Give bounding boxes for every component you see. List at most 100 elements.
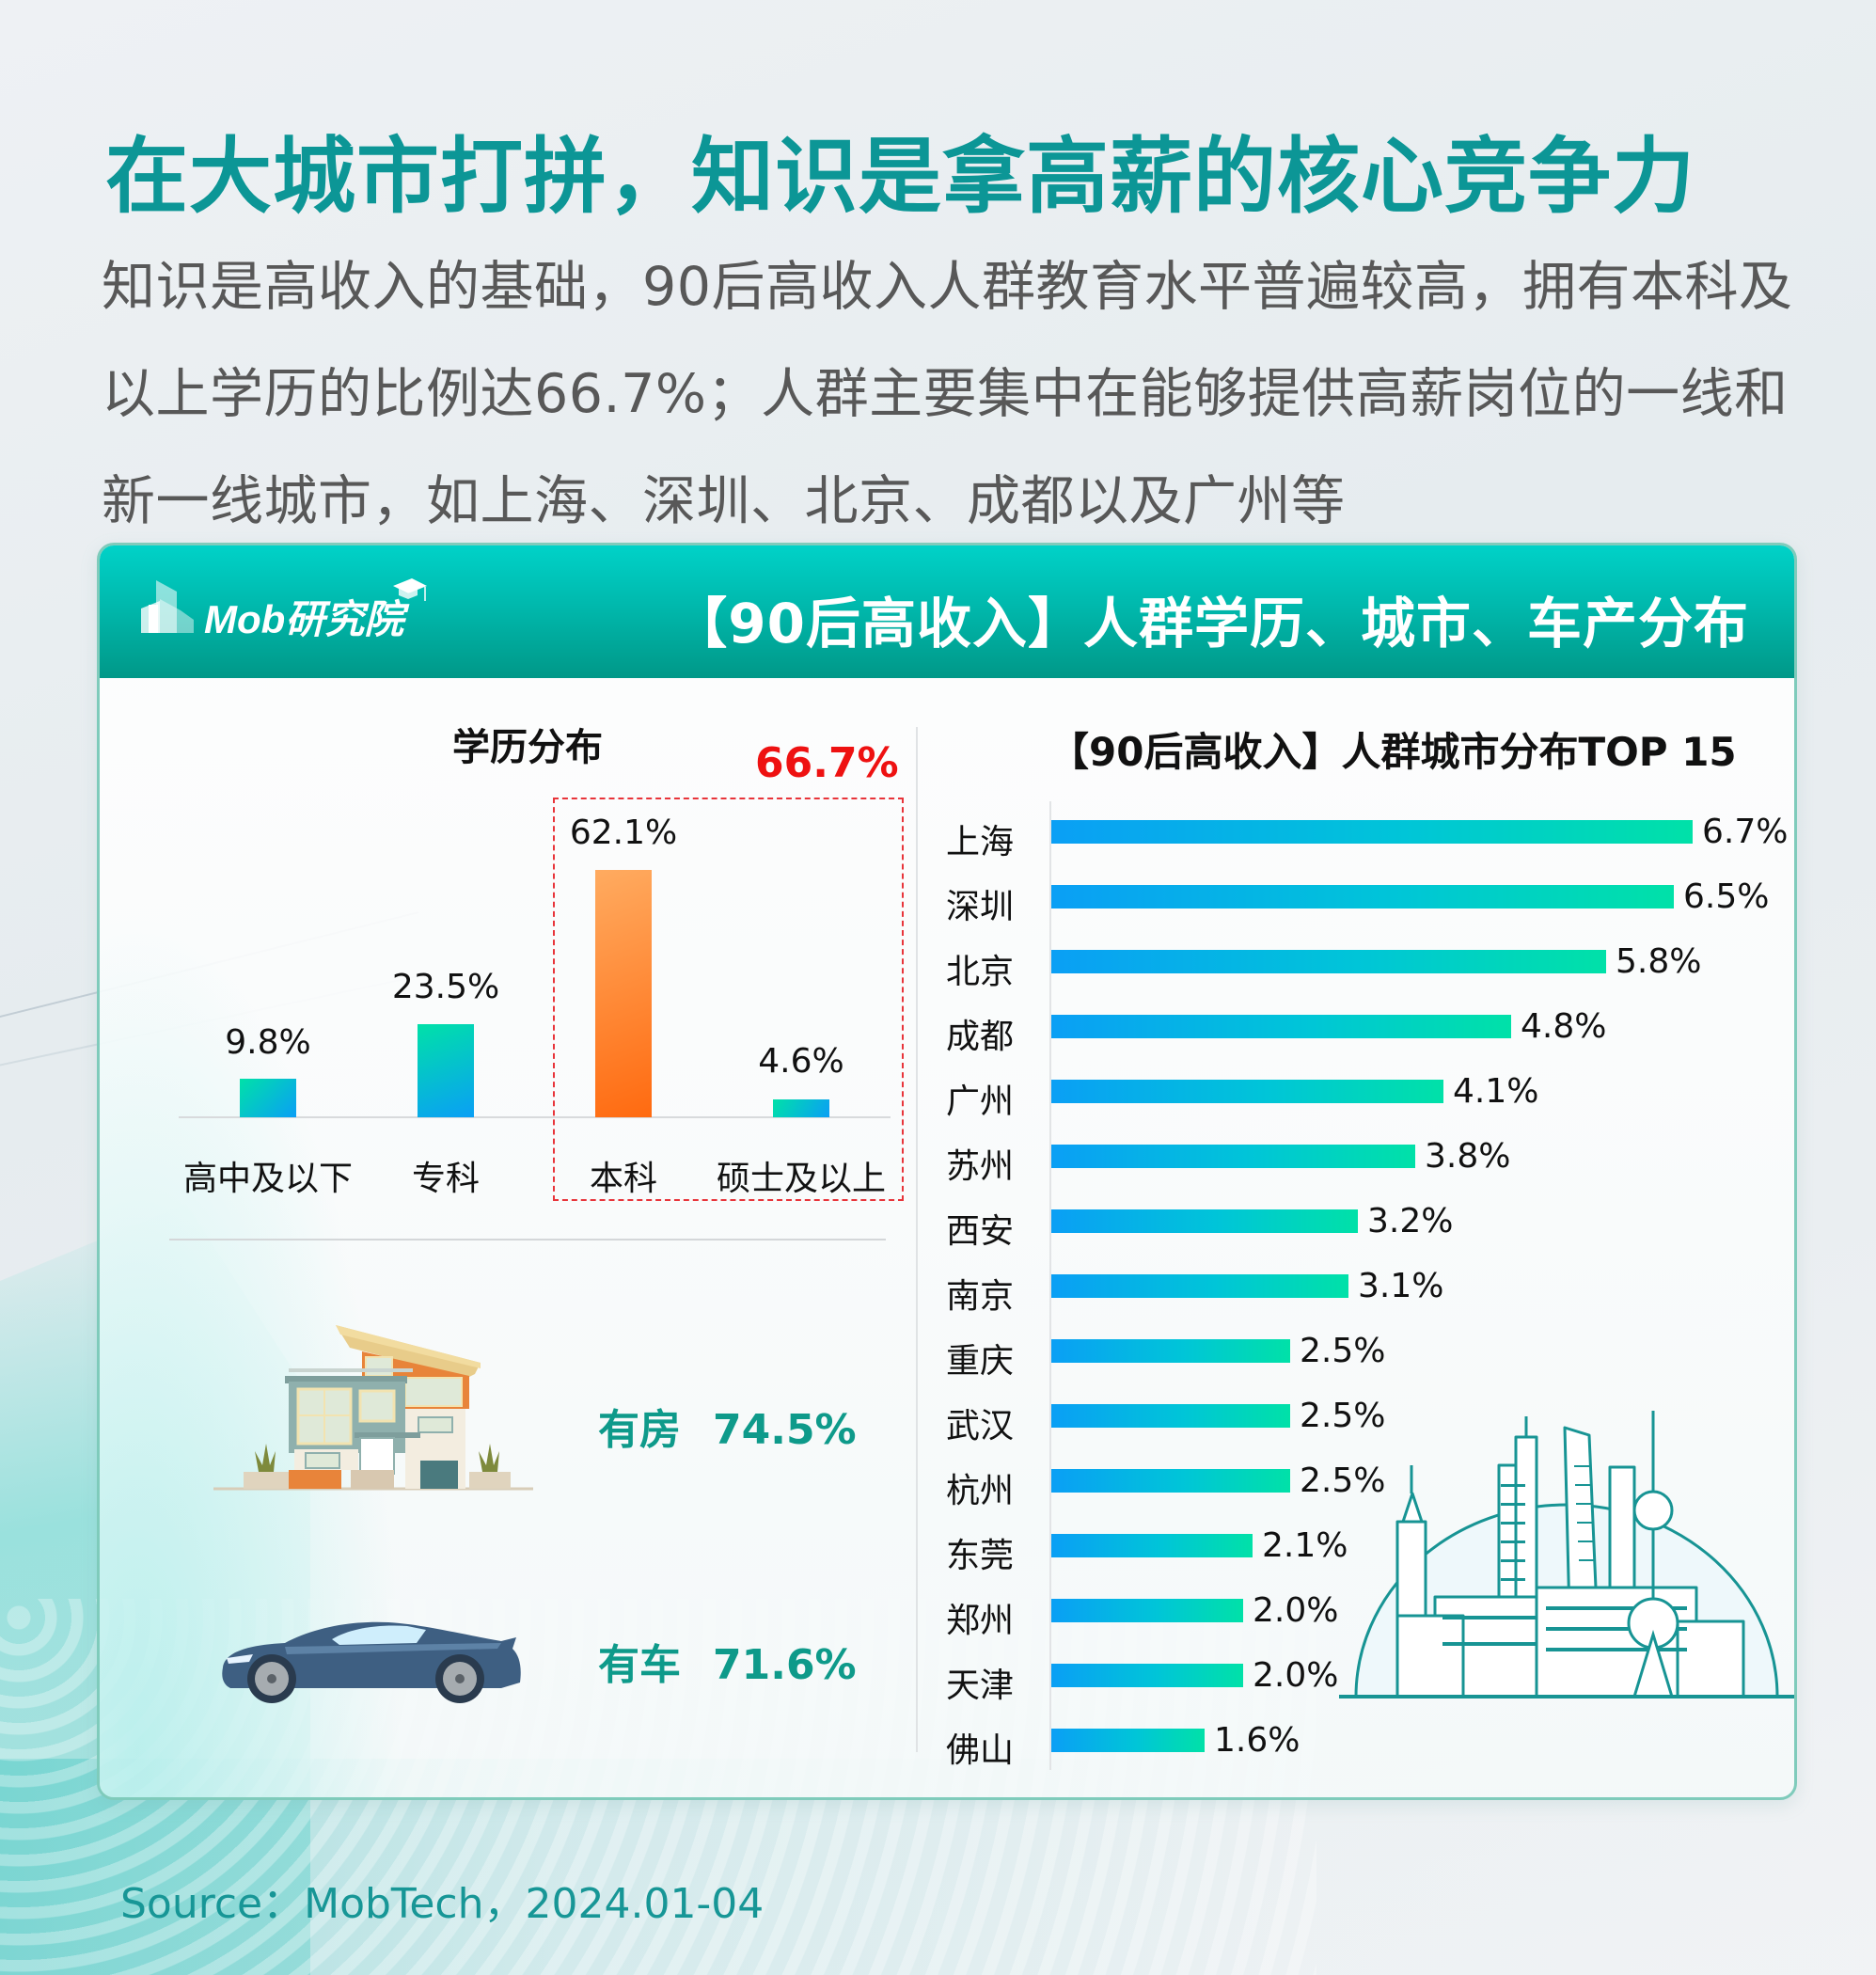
city-row: 郑州 2.0% <box>946 1591 1792 1640</box>
bar-label: 高中及以下 <box>182 1160 353 1198</box>
city-bar <box>1051 885 1674 908</box>
city-row: 深圳 6.5% <box>946 877 1792 926</box>
education-chart-baseline <box>179 1116 891 1118</box>
city-label: 成都 <box>946 1018 1015 1056</box>
highlight-dashed-box <box>553 798 904 1201</box>
car-value: 71.6% <box>713 1641 857 1689</box>
city-label: 重庆 <box>946 1342 1015 1381</box>
city-bar <box>1051 1729 1205 1752</box>
bar-high-school <box>240 1079 296 1117</box>
section-divider <box>169 1239 886 1240</box>
car-ownership: 有车 71.6% <box>598 1631 857 1691</box>
city-row: 苏州 3.8% <box>946 1137 1792 1186</box>
city-row: 成都 4.8% <box>946 1007 1792 1056</box>
city-skyline-illustration-icon <box>1339 1411 1794 1698</box>
city-value: 3.8% <box>1425 1137 1511 1176</box>
city-label: 南京 <box>946 1277 1015 1316</box>
city-chart-title: 【90后高收入】人群城市分布TOP 15 <box>1049 729 1737 775</box>
city-label: 广州 <box>946 1082 1015 1121</box>
city-value: 2.5% <box>1300 1397 1386 1435</box>
city-row: 杭州 2.5% <box>946 1462 1792 1510</box>
card-background-tint <box>100 678 476 1797</box>
city-bar <box>1051 1339 1290 1363</box>
bar-bachelor <box>595 870 652 1117</box>
city-value: 2.0% <box>1253 1591 1339 1630</box>
city-bar <box>1051 950 1606 973</box>
city-label: 西安 <box>946 1212 1015 1251</box>
city-label: 佛山 <box>946 1731 1015 1770</box>
city-value: 3.2% <box>1367 1202 1454 1240</box>
education-highlight-value: 66.7% <box>755 739 899 787</box>
bar-container <box>595 545 652 1117</box>
city-row: 北京 5.8% <box>946 942 1792 991</box>
city-value: 4.8% <box>1521 1007 1607 1046</box>
city-row: 广州 4.1% <box>946 1072 1792 1121</box>
city-label: 北京 <box>946 953 1015 991</box>
city-row: 佛山 1.6% <box>946 1721 1792 1770</box>
city-bar <box>1051 1404 1290 1428</box>
city-bar <box>1051 1145 1415 1168</box>
source-footnote: Source：MobTech，2024.01-04 <box>120 1880 765 1928</box>
city-row: 重庆 2.5% <box>946 1332 1792 1381</box>
house-illustration-icon <box>213 1325 533 1491</box>
bar-value: 9.8% <box>225 1023 311 1062</box>
bar-value: 23.5% <box>391 968 500 1006</box>
infographic-card: Mob研究院 【90后高收入】人群学历、城市、车产分布 学历分布 66.7% 9… <box>97 543 1797 1800</box>
city-label: 郑州 <box>946 1602 1015 1640</box>
city-value: 1.6% <box>1214 1721 1301 1760</box>
city-row: 西安 3.2% <box>946 1202 1792 1251</box>
city-bar <box>1051 1015 1511 1038</box>
column-divider <box>916 727 918 1752</box>
bar-value: 4.6% <box>758 1042 844 1081</box>
city-value: 2.0% <box>1253 1656 1339 1695</box>
page-title: 在大城市打拼，知识是拿高薪的核心竞争力 <box>105 128 1696 225</box>
graduation-cap-icon <box>393 578 427 601</box>
bar-label: 专科 <box>411 1160 480 1198</box>
city-value: 3.1% <box>1358 1267 1444 1305</box>
city-row: 上海 6.7% <box>946 813 1792 861</box>
car-illustration-icon <box>222 1621 521 1703</box>
house-value: 74.5% <box>713 1406 857 1454</box>
bar-label: 硕士及以上 <box>716 1160 886 1198</box>
city-value: 4.1% <box>1453 1072 1539 1111</box>
city-bar <box>1051 1080 1443 1103</box>
city-label: 武汉 <box>946 1407 1015 1446</box>
bar-master-and-above <box>773 1099 829 1117</box>
city-row: 东莞 2.1% <box>946 1526 1792 1575</box>
city-value: 2.5% <box>1300 1332 1386 1370</box>
city-bar <box>1051 820 1693 844</box>
building-logo-icon <box>141 580 194 633</box>
city-label: 杭州 <box>946 1472 1015 1510</box>
city-label: 上海 <box>946 823 1015 861</box>
bar-junior-college <box>418 1024 474 1117</box>
city-value: 6.5% <box>1683 877 1770 916</box>
car-label: 有车 <box>598 1641 681 1689</box>
bar-value: 62.1% <box>569 814 678 852</box>
city-value: 6.7% <box>1702 813 1789 851</box>
bar-label: 本科 <box>589 1160 657 1198</box>
city-bar <box>1051 1274 1348 1298</box>
mob-logo: Mob研究院 <box>139 577 459 642</box>
bar-container <box>773 545 829 1117</box>
city-value: 5.8% <box>1616 942 1702 981</box>
card-header: Mob研究院 【90后高收入】人群学历、城市、车产分布 <box>100 545 1794 678</box>
city-label: 深圳 <box>946 888 1015 926</box>
city-bar <box>1051 1534 1253 1557</box>
house-ownership: 有房 74.5% <box>598 1396 857 1456</box>
education-chart-title: 学历分布 <box>452 726 603 769</box>
intro-paragraph: 知识是高收入的基础，90后高收入人群教育水平普遍较高，拥有本科及以上学历的比例达… <box>102 256 1793 532</box>
city-row: 南京 3.1% <box>946 1267 1792 1316</box>
city-bar <box>1051 1599 1243 1622</box>
bar-container <box>240 545 296 1117</box>
city-row: 武汉 2.5% <box>946 1397 1792 1446</box>
city-value: 2.5% <box>1300 1462 1386 1500</box>
city-bar <box>1051 1209 1358 1233</box>
city-bar <box>1051 1469 1290 1493</box>
city-label: 苏州 <box>946 1147 1015 1186</box>
logo-text: Mob研究院 <box>204 597 404 641</box>
city-row: 天津 2.0% <box>946 1656 1792 1705</box>
card-header-title: 【90后高收入】人群学历、城市、车产分布 <box>672 592 1749 656</box>
city-value: 2.1% <box>1262 1526 1348 1565</box>
city-label: 天津 <box>946 1667 1015 1705</box>
house-label: 有房 <box>598 1406 681 1454</box>
